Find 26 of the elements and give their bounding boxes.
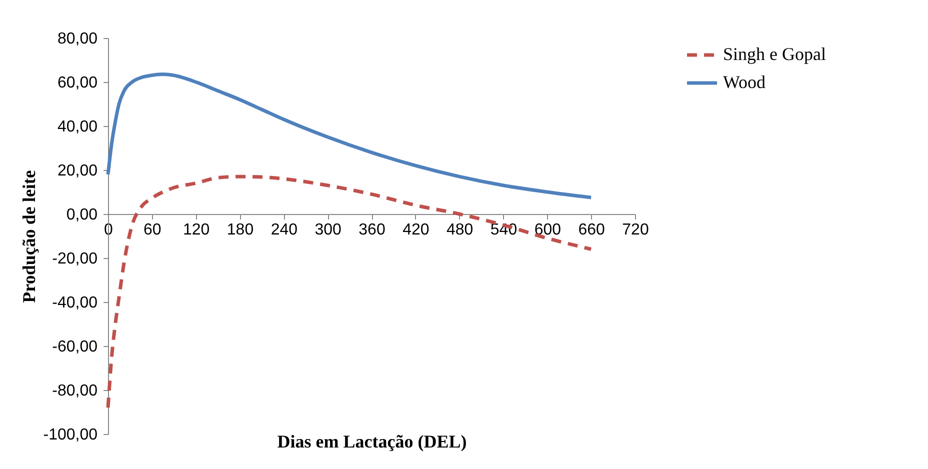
x-tick-label: 720	[622, 222, 649, 238]
y-tick-label: 0,00	[66, 206, 98, 224]
y-tick-label: -60,00	[52, 338, 98, 356]
y-tick-label: 80,00	[57, 30, 98, 48]
x-tick-label: 360	[358, 222, 386, 238]
y-tick-label: -20,00	[52, 250, 98, 268]
x-tick-label: 300	[314, 222, 342, 238]
x-tick-label: 600	[534, 222, 562, 238]
x-tick-label: 180	[226, 222, 254, 238]
x-tick-label: 120	[182, 222, 210, 238]
x-tick-label: 420	[402, 222, 430, 238]
line-series	[106, 72, 593, 200]
x-tick-label: 240	[270, 222, 298, 238]
y-tick-label: 20,00	[57, 162, 98, 180]
x-tick-label: 480	[446, 222, 474, 238]
y-tick-label: 40,00	[57, 118, 98, 136]
y-tick-label: 60,00	[57, 74, 98, 92]
legend-label: Singh e Gopal	[723, 44, 826, 64]
x-tick-label: 660	[578, 222, 606, 238]
y-tick-label: -80,00	[52, 382, 98, 400]
legend-label: Wood	[723, 72, 766, 92]
x-axis-title: Dias em Lactação (DEL)	[277, 432, 467, 452]
y-tick-label: -100,00	[43, 426, 98, 444]
y-tick-label: -40,00	[52, 294, 98, 312]
x-tick-label: 60	[144, 222, 162, 238]
y-axis-title: Produção de leite	[19, 170, 40, 303]
